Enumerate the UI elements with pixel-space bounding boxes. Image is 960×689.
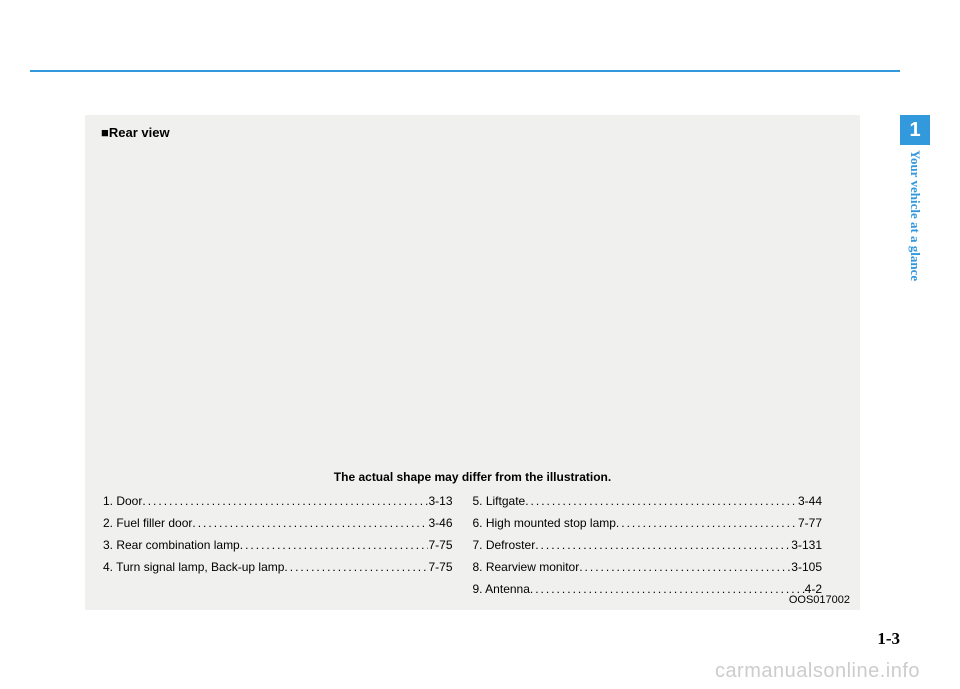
leader-dots — [616, 512, 798, 534]
item-label: 8. Rearview monitor — [473, 556, 580, 578]
title-text: Rear view — [109, 125, 170, 140]
chapter-tab: 1 — [900, 115, 930, 145]
list-item: 4. Turn signal lamp, Back-up lamp 7-75 — [103, 556, 453, 578]
leader-dots — [525, 490, 798, 512]
item-label: 2. Fuel filler door — [103, 512, 192, 534]
item-page: 7-75 — [428, 534, 452, 556]
index-columns: 1. Door 3-13 2. Fuel filler door 3-46 3.… — [85, 490, 860, 600]
item-page: 3-44 — [798, 490, 822, 512]
header-rule — [30, 70, 900, 72]
leader-dots — [240, 534, 429, 556]
watermark: carmanualsonline.info — [715, 660, 920, 683]
item-page: 7-75 — [428, 556, 452, 578]
item-label: 5. Liftgate — [473, 490, 526, 512]
leader-dots — [579, 556, 791, 578]
list-item: 1. Door 3-13 — [103, 490, 453, 512]
list-item: 5. Liftgate 3-44 — [473, 490, 823, 512]
figure-box: ■Rear view The actual shape may differ f… — [85, 115, 860, 610]
index-col-left: 1. Door 3-13 2. Fuel filler door 3-46 3.… — [103, 490, 473, 600]
item-label: 3. Rear combination lamp — [103, 534, 240, 556]
figure-caption: The actual shape may differ from the ill… — [85, 470, 860, 484]
list-item: 6. High mounted stop lamp 7-77 — [473, 512, 823, 534]
item-page: 7-77 — [798, 512, 822, 534]
item-label: 4. Turn signal lamp, Back-up lamp — [103, 556, 284, 578]
list-item: 8. Rearview monitor 3-105 — [473, 556, 823, 578]
list-item: 7. Defroster 3-131 — [473, 534, 823, 556]
chapter-side-label: Your vehicle at a glance — [900, 150, 930, 350]
title-marker: ■ — [101, 125, 109, 140]
leader-dots — [192, 512, 428, 534]
item-page: 3-13 — [428, 490, 452, 512]
manual-page: 1 Your vehicle at a glance ■Rear view Th… — [0, 0, 960, 689]
list-item: 3. Rear combination lamp 7-75 — [103, 534, 453, 556]
leader-dots — [142, 490, 428, 512]
item-page: 3-131 — [791, 534, 822, 556]
leader-dots — [535, 534, 791, 556]
list-item: 2. Fuel filler door 3-46 — [103, 512, 453, 534]
list-item: 9. Antenna 4-2 — [473, 578, 823, 600]
leader-dots — [284, 556, 428, 578]
item-label: 1. Door — [103, 490, 142, 512]
item-label: 7. Defroster — [473, 534, 536, 556]
image-code: OOS017002 — [789, 594, 850, 606]
item-label: 6. High mounted stop lamp — [473, 512, 616, 534]
index-col-right: 5. Liftgate 3-44 6. High mounted stop la… — [473, 490, 843, 600]
item-page: 3-46 — [428, 512, 452, 534]
figure-title: ■Rear view — [101, 125, 170, 140]
leader-dots — [530, 578, 805, 600]
item-label: 9. Antenna — [473, 578, 530, 600]
page-number: 1-3 — [877, 629, 900, 649]
item-page: 3-105 — [791, 556, 822, 578]
